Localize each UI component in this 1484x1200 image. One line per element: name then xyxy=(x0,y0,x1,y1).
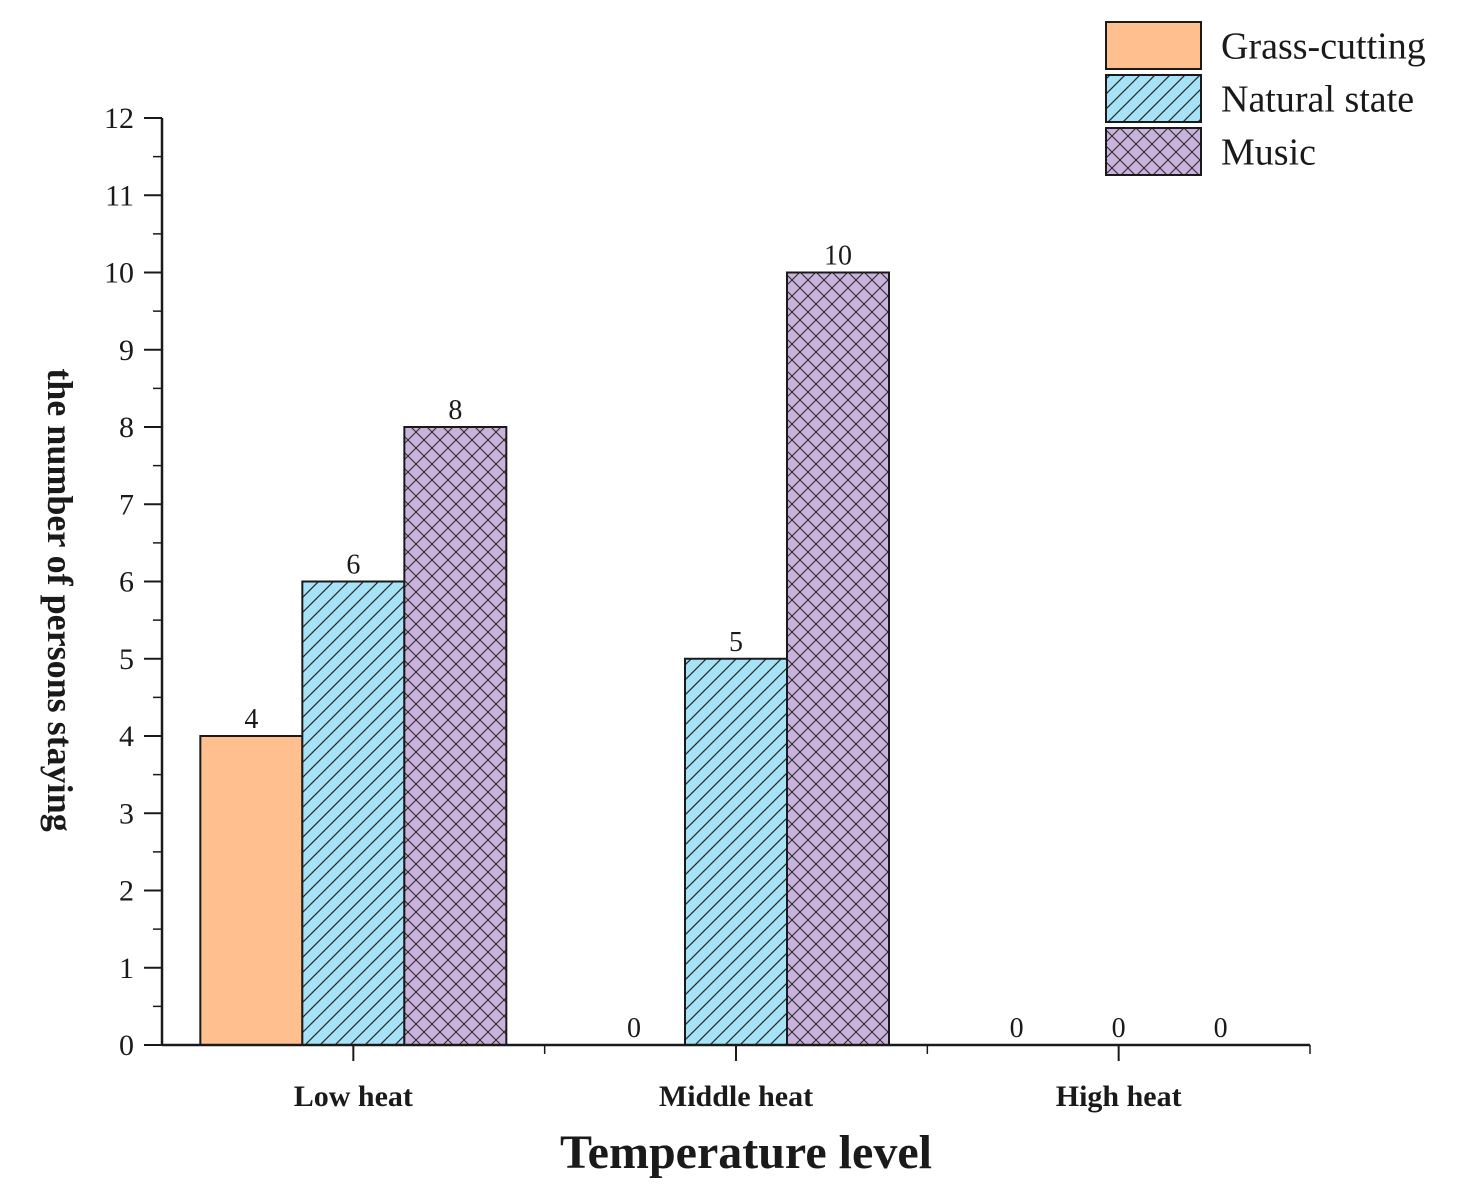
data-label-grass-cutting-high-heat: 0 xyxy=(1010,1013,1024,1044)
data-label-natural-state-middle-heat: 5 xyxy=(729,627,743,658)
y-tick-label-9: 9 xyxy=(119,334,134,367)
y-tick-label-7: 7 xyxy=(119,488,134,521)
data-label-music-middle-heat: 10 xyxy=(824,241,852,272)
x-axis-title: Temperature level xyxy=(560,1126,932,1179)
data-label-natural-state-high-heat: 0 xyxy=(1112,1013,1126,1044)
legend-label-natural-state: Natural state xyxy=(1221,79,1414,121)
y-tick-label-11: 11 xyxy=(105,179,134,212)
data-label-grass-cutting-middle-heat: 0 xyxy=(627,1013,641,1044)
x-tick-label-high-heat: High heat xyxy=(1056,1080,1182,1113)
bar-grass-cutting-low-heat xyxy=(199,735,304,1046)
y-tick-label-5: 5 xyxy=(119,643,134,676)
legend-swatch-natural-state xyxy=(1105,74,1202,123)
y-tick-label-8: 8 xyxy=(119,411,134,444)
x-tick-label-low-heat: Low heat xyxy=(294,1080,413,1113)
data-label-music-high-heat: 0 xyxy=(1214,1013,1228,1044)
y-tick-label-1: 1 xyxy=(119,952,134,985)
y-tick-label-4: 4 xyxy=(119,720,134,753)
data-label-music-low-heat: 8 xyxy=(448,395,462,426)
bar-natural-state-middle-heat xyxy=(684,657,788,1046)
bar-natural-state-low-heat xyxy=(301,580,406,1046)
y-tick-label-12: 12 xyxy=(104,102,134,135)
y-tick-label-0: 0 xyxy=(119,1029,134,1062)
y-tick-label-3: 3 xyxy=(119,797,134,830)
legend-swatch-music xyxy=(1105,127,1202,176)
bar-music-low-heat xyxy=(403,426,508,1046)
bar-music-middle-heat xyxy=(786,271,890,1046)
data-labels-layer: 4 6 8 0 5 10 0 0 0 xyxy=(244,241,1227,1045)
y-tick-label-6: 6 xyxy=(119,566,134,599)
legend-label-grass-cutting: Grass-cutting xyxy=(1221,26,1426,68)
bars-layer xyxy=(199,271,890,1046)
y-tick-label-10: 10 xyxy=(104,257,134,290)
legend-label-music: Music xyxy=(1221,132,1316,174)
y-tick-label-2: 2 xyxy=(119,875,134,908)
legend-swatch-grass-cutting xyxy=(1105,21,1202,70)
legend: Grass-cutting Natural state Music xyxy=(1105,21,1426,176)
y-axis-title: the number of persons staying xyxy=(40,368,80,831)
x-tick-label-middle-heat: Middle heat xyxy=(659,1080,813,1113)
data-label-natural-state-low-heat: 6 xyxy=(346,550,360,581)
data-label-grass-cutting-low-heat: 4 xyxy=(244,704,258,735)
